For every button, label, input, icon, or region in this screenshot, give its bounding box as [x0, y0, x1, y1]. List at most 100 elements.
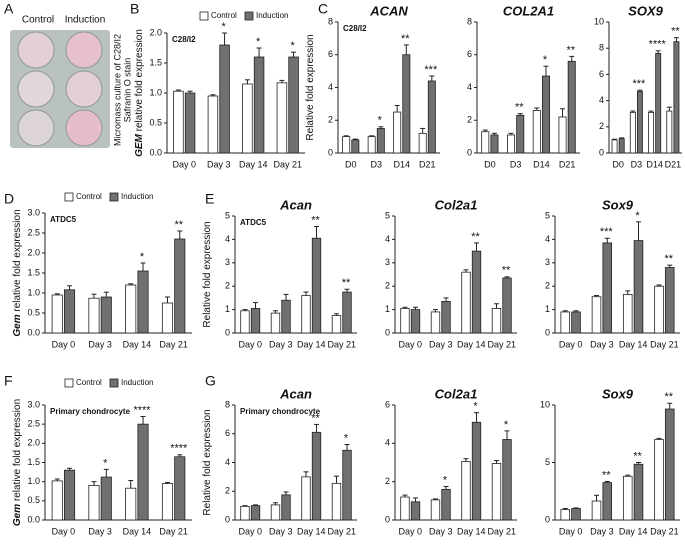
- error-bar: [283, 491, 289, 495]
- bar: [137, 423, 149, 521]
- error-bar: [604, 237, 610, 243]
- x-tick-label: D0: [484, 159, 496, 169]
- y-axis-label-text: relative fold expression: [12, 399, 23, 501]
- bar: [622, 293, 633, 334]
- significance-label: ***: [633, 78, 647, 90]
- legend-label: Control: [76, 192, 102, 201]
- bar: [137, 270, 149, 334]
- y-axis-gene: Gem: [12, 504, 23, 526]
- error-bar: [493, 303, 499, 309]
- significance-label: **: [311, 214, 320, 226]
- error-bar: [303, 471, 309, 477]
- bar: [410, 309, 421, 334]
- bar: [471, 421, 482, 521]
- legend-label: Control: [211, 11, 237, 20]
- significance-label: **: [566, 44, 575, 56]
- bar: [351, 139, 360, 154]
- bar: [507, 134, 516, 154]
- bar: [481, 131, 490, 154]
- significance-label: **: [633, 450, 642, 462]
- y-tick-label: 1.5: [27, 457, 40, 467]
- x-tick-label: Day 14: [239, 159, 268, 169]
- significance-label: ****: [170, 443, 188, 455]
- significance-label: ***: [600, 226, 614, 238]
- error-bar: [314, 226, 320, 239]
- panel-letter: F: [4, 373, 13, 389]
- error-bar: [67, 467, 73, 471]
- significance-label: ****: [649, 39, 667, 51]
- legend-swatch: [199, 11, 209, 21]
- significance-label: *: [378, 115, 383, 127]
- bar: [427, 80, 436, 154]
- x-tick-label: Day 0: [559, 526, 583, 536]
- error-bar: [402, 306, 408, 309]
- y-axis-label: Relative fold expression: [202, 221, 213, 327]
- error-bar: [187, 90, 193, 93]
- bar: [502, 277, 512, 334]
- x-tick-label: Day 21: [650, 339, 679, 349]
- error-bar: [504, 276, 510, 279]
- error-bar: [164, 296, 170, 303]
- chart-title: Col2a1: [435, 386, 478, 401]
- significance-label: **: [401, 33, 410, 45]
- error-bar: [443, 485, 449, 490]
- x-tick-label: Day 14: [619, 526, 648, 536]
- column-label: Control: [22, 15, 54, 26]
- bar: [633, 240, 644, 334]
- error-bar: [612, 138, 618, 140]
- chart-subtitle: Primary chondrocyte: [50, 407, 131, 416]
- error-bar: [560, 108, 566, 117]
- bar: [376, 128, 385, 154]
- x-tick-label: D21: [665, 159, 682, 169]
- chart-title: Sox9: [602, 197, 634, 212]
- y-tick-label: 4: [599, 95, 604, 105]
- bar: [174, 238, 186, 334]
- error-bar: [242, 309, 248, 311]
- bar: [629, 111, 636, 154]
- error-bar: [666, 106, 672, 112]
- y-tick-label: 1.0: [27, 287, 40, 297]
- y-tick-label: 3: [385, 257, 390, 267]
- bar: [400, 308, 410, 334]
- error-bar: [164, 481, 170, 484]
- chart-title: Acan: [279, 386, 312, 401]
- bar: [242, 83, 253, 154]
- x-tick-label: Day 21: [487, 339, 516, 349]
- bar: [311, 237, 322, 334]
- error-bar: [573, 507, 579, 509]
- y-tick-label: 0.5: [149, 117, 162, 127]
- y-tick-label: 8: [225, 399, 230, 409]
- bar: [633, 463, 644, 521]
- y-tick-label: 2.0: [27, 438, 40, 448]
- error-bar: [253, 302, 259, 309]
- y-tick-label: 1: [385, 304, 390, 314]
- y-tick-label: 2.5: [27, 227, 40, 237]
- x-tick-label: Day 21: [159, 339, 188, 349]
- y-tick-label: 2: [328, 115, 333, 125]
- error-bar: [369, 135, 375, 137]
- bar: [281, 299, 291, 334]
- bar: [301, 295, 311, 334]
- error-bar: [637, 89, 643, 92]
- bar: [602, 482, 613, 521]
- caption: Safranin O stain: [122, 58, 132, 123]
- bar: [602, 242, 613, 334]
- error-bar: [413, 306, 419, 310]
- bar: [342, 449, 352, 521]
- significance-label: ****: [133, 404, 151, 416]
- y-axis-label: GEM relative fold expression: [134, 29, 145, 157]
- bar: [400, 496, 410, 521]
- significance-label: *: [290, 40, 295, 52]
- chart-title: COL2A1: [503, 3, 554, 18]
- panel-letter: B: [130, 1, 139, 17]
- error-bar: [343, 135, 349, 137]
- y-tick-label: 0: [545, 514, 550, 524]
- bar: [219, 44, 230, 154]
- significance-label: **: [502, 265, 511, 277]
- bar: [654, 439, 664, 521]
- bar: [418, 132, 427, 154]
- legend-label: Induction: [121, 192, 153, 201]
- error-bar: [378, 126, 384, 129]
- error-bar: [344, 288, 350, 293]
